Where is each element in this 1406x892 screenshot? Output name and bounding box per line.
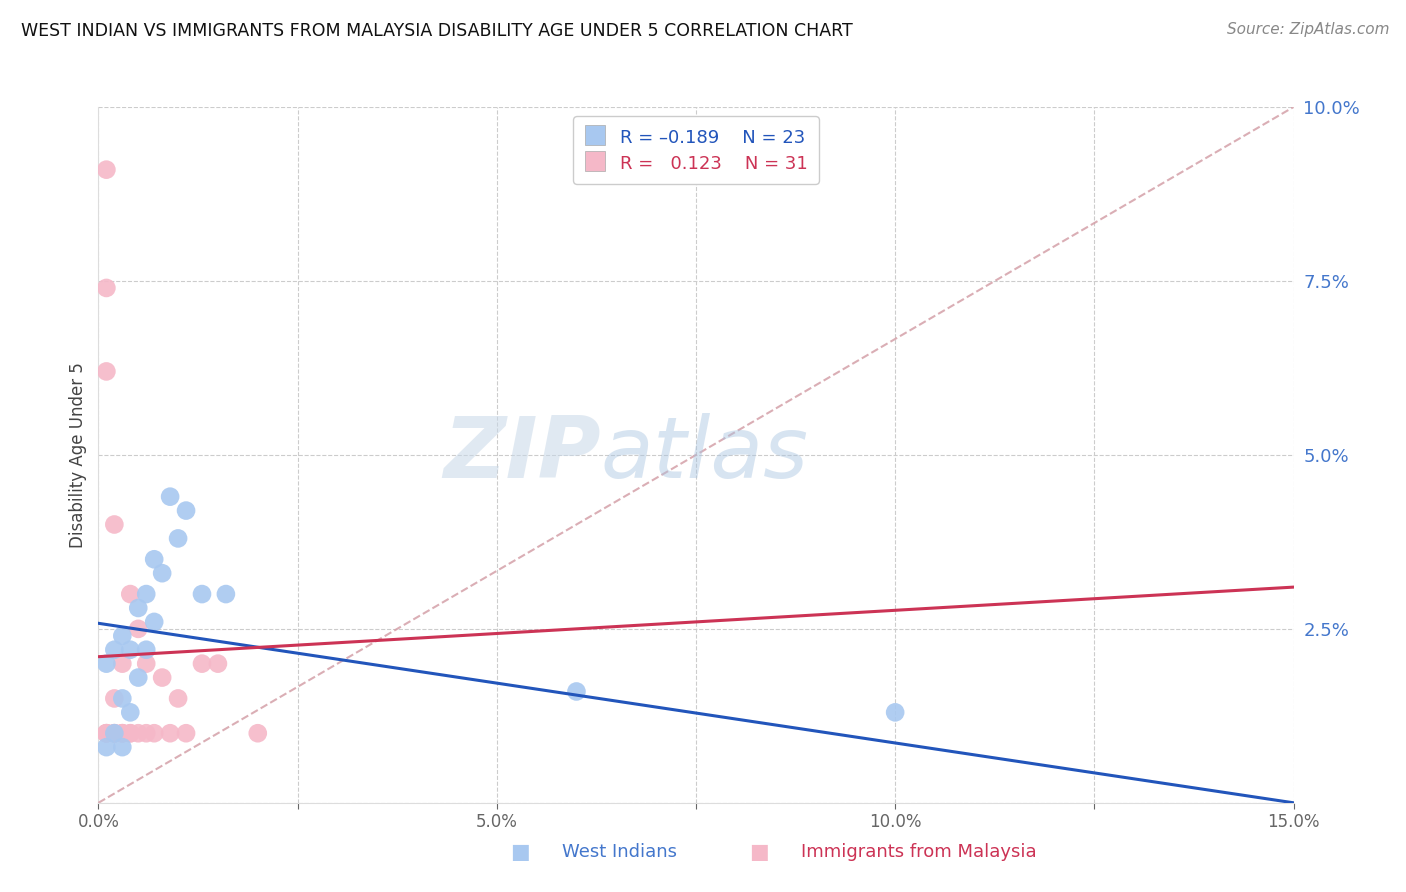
Text: WEST INDIAN VS IMMIGRANTS FROM MALAYSIA DISABILITY AGE UNDER 5 CORRELATION CHART: WEST INDIAN VS IMMIGRANTS FROM MALAYSIA … [21, 22, 853, 40]
Text: ZIP: ZIP [443, 413, 600, 497]
Text: Immigrants from Malaysia: Immigrants from Malaysia [801, 843, 1038, 861]
Point [207, 657, 229, 671]
Point [103, 726, 125, 740]
Point [96, 364, 118, 378]
Point [103, 642, 125, 657]
Point [174, 726, 197, 740]
Point [103, 726, 125, 740]
Text: West Indians: West Indians [562, 843, 678, 861]
Point [150, 671, 173, 685]
Point [215, 587, 238, 601]
Point [127, 601, 149, 615]
Point [103, 691, 125, 706]
Point [120, 726, 142, 740]
Point [103, 726, 125, 740]
Point [127, 671, 149, 685]
Point [111, 726, 134, 740]
Point [96, 726, 118, 740]
Point [135, 726, 157, 740]
Text: Source: ZipAtlas.com: Source: ZipAtlas.com [1226, 22, 1389, 37]
Point [96, 726, 118, 740]
Point [96, 657, 118, 671]
Point [150, 566, 173, 581]
Point [143, 552, 166, 566]
Point [191, 587, 214, 601]
Point [103, 517, 125, 532]
Point [96, 726, 118, 740]
Point [159, 490, 181, 504]
Point [111, 629, 134, 643]
Point [111, 726, 134, 740]
Text: ■: ■ [749, 842, 769, 862]
Point [143, 615, 166, 629]
Text: atlas: atlas [600, 413, 808, 497]
Point [167, 691, 190, 706]
Point [127, 622, 149, 636]
Text: ■: ■ [510, 842, 530, 862]
Legend: R = –0.189    N = 23, R =   0.123    N = 31: R = –0.189 N = 23, R = 0.123 N = 31 [574, 116, 818, 184]
Point [96, 740, 118, 755]
Point [191, 657, 214, 671]
Point [111, 691, 134, 706]
Point [167, 532, 190, 546]
Point [565, 684, 588, 698]
Point [96, 726, 118, 740]
Point [96, 281, 118, 295]
Point [120, 726, 142, 740]
Point [127, 726, 149, 740]
Point [120, 642, 142, 657]
Point [884, 706, 907, 720]
Point [103, 726, 125, 740]
Point [135, 657, 157, 671]
Point [111, 740, 134, 755]
Y-axis label: Disability Age Under 5: Disability Age Under 5 [69, 362, 87, 548]
Point [246, 726, 269, 740]
Point [120, 587, 142, 601]
Point [174, 503, 197, 517]
Point [159, 726, 181, 740]
Point [143, 726, 166, 740]
Point [111, 726, 134, 740]
Point [135, 587, 157, 601]
Point [96, 162, 118, 177]
Point [120, 706, 142, 720]
Point [111, 657, 134, 671]
Point [135, 642, 157, 657]
